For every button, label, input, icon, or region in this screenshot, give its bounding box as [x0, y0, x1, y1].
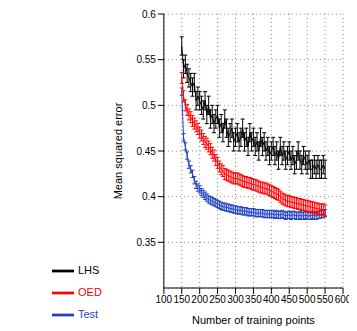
svg-text:0.6: 0.6 [142, 9, 156, 20]
svg-text:0.35: 0.35 [136, 237, 156, 248]
svg-text:450: 450 [281, 294, 298, 305]
svg-text:0.5: 0.5 [142, 100, 156, 111]
svg-text:350: 350 [245, 294, 262, 305]
svg-text:100: 100 [156, 294, 173, 305]
svg-text:150: 150 [173, 294, 190, 305]
svg-text:0.45: 0.45 [136, 146, 156, 157]
svg-text:Mean squared error: Mean squared error [112, 102, 124, 199]
html-text:Test: Test [78, 307, 99, 320]
svg-text:250: 250 [209, 294, 226, 305]
svg-text:600: 600 [335, 294, 349, 305]
svg-text:400: 400 [263, 294, 280, 305]
svg-text:300: 300 [227, 294, 244, 305]
svg-text:Number of training points: Number of training points [192, 314, 315, 326]
html-text:LHS: LHS [78, 263, 100, 276]
svg-text:550: 550 [317, 294, 334, 305]
html-text:OED: OED [78, 285, 102, 298]
svg-text:500: 500 [299, 294, 316, 305]
svg-text:0.4: 0.4 [142, 191, 156, 202]
svg-text:0.55: 0.55 [136, 54, 156, 65]
svg-text:200: 200 [191, 294, 208, 305]
